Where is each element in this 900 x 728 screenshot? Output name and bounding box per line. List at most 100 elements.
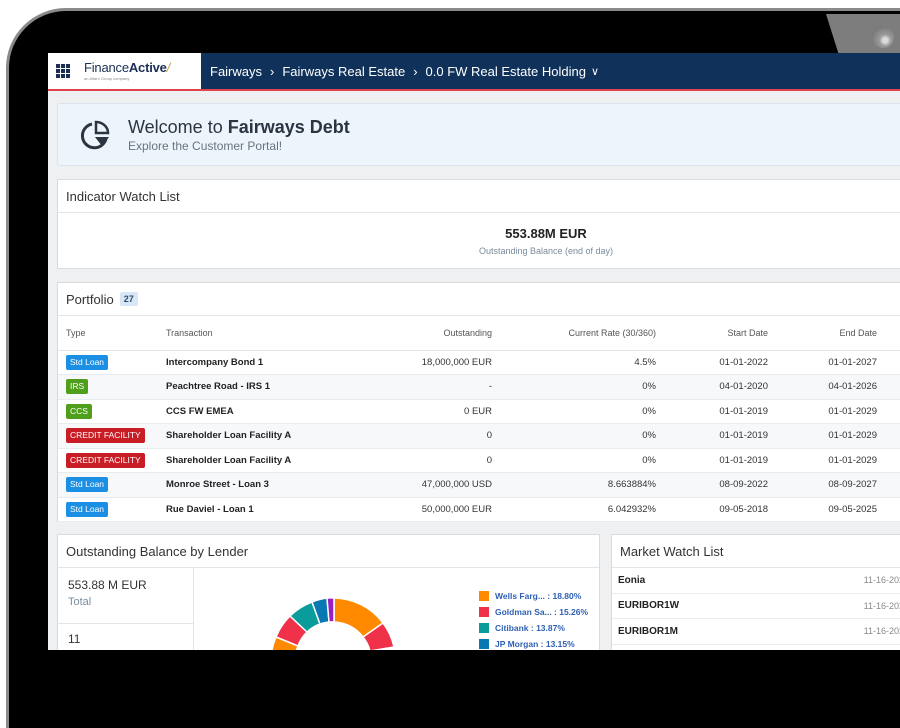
portfolio-count-badge: 27 xyxy=(119,292,138,306)
logo-text-finance: Finance xyxy=(84,60,129,75)
transaction-name[interactable]: CCS FW EMEA xyxy=(166,399,326,424)
lender: Wel xyxy=(880,472,900,498)
column-header-current-rate[interactable]: Current Rate (30/360) xyxy=(492,316,656,351)
type-badge: IRS xyxy=(66,379,89,395)
balance-by-lender-card: Outstanding Balance by Lender 553.88 M E… xyxy=(57,534,600,650)
column-header-transaction[interactable]: Transaction xyxy=(166,316,326,351)
column-header-lender[interactable]: Le xyxy=(880,316,900,351)
legend-item[interactable]: Wells Farg... : 18.80% xyxy=(479,588,588,604)
start-date: 08-09-2022 xyxy=(656,472,768,498)
total-label: Total xyxy=(68,596,92,608)
column-header-outstanding[interactable]: Outstanding xyxy=(326,316,492,351)
lender: FW xyxy=(880,448,900,473)
market-watch-list-card: Market Watch List Eonia 11-16-202 EURIBO… xyxy=(611,534,900,650)
start-date: 01-01-2022 xyxy=(656,350,768,375)
app-grid-icon[interactable] xyxy=(56,64,70,78)
legend-item[interactable]: JP Morgan : 13.15% xyxy=(479,636,588,650)
end-date: 01-01-2029 xyxy=(768,448,880,473)
outstanding-value: 18,000,000 EUR xyxy=(326,350,492,375)
outstanding-value: 0 EUR xyxy=(326,399,492,424)
end-date: 04-01-2026 xyxy=(768,374,880,400)
column-header-end-date[interactable]: End Date xyxy=(768,316,880,351)
breadcrumb: Fairways › Fairways Real Estate › 0.0 FW… xyxy=(201,53,599,89)
table-row[interactable]: IRS Peachtree Road - IRS 1 - 0% 04-01-20… xyxy=(58,374,900,400)
end-date: 01-01-2027 xyxy=(768,350,880,375)
total-value: 553.88 M EUR xyxy=(68,578,147,592)
logo-slash-icon: / xyxy=(166,60,171,75)
current-rate: 0% xyxy=(492,448,656,473)
market-row[interactable]: EURIBOR1W 11-16-202 xyxy=(612,594,900,619)
table-row[interactable]: CREDIT FACILITY Shareholder Loan Facilit… xyxy=(58,423,900,449)
transaction-name[interactable]: Shareholder Loan Facility A xyxy=(166,448,326,473)
lender: Voß xyxy=(880,423,900,449)
market-row[interactable]: EURIBOR1M 11-16-202 xyxy=(612,619,900,645)
start-date: 04-01-2020 xyxy=(656,374,768,400)
indicator-value: 553.88M EUR xyxy=(505,226,587,241)
outstanding-value: 0 xyxy=(326,423,492,449)
breadcrumb-fairways-real-estate[interactable]: Fairways Real Estate xyxy=(282,63,406,79)
transaction-name[interactable]: Intercompany Bond 1 xyxy=(166,350,326,375)
end-date: 09-05-2025 xyxy=(768,497,880,522)
column-header-start-date[interactable]: Start Date xyxy=(656,316,768,351)
breadcrumb-fairways[interactable]: Fairways xyxy=(210,63,263,79)
current-rate: 4.5% xyxy=(492,350,656,375)
end-date: 08-09-2027 xyxy=(768,472,880,498)
current-rate: 0% xyxy=(492,374,656,400)
type-badge: Std Loan xyxy=(66,477,109,493)
portfolio-card: Portfolio 27 Type Transaction Outstandin… xyxy=(57,282,900,522)
welcome-banner: Welcome to Fairways Debt Explore the Cus… xyxy=(57,103,900,166)
column-header-type[interactable]: Type xyxy=(58,316,166,351)
indicator-label: Outstanding Balance (end of day) xyxy=(478,246,614,256)
current-rate: 8.663884% xyxy=(492,472,656,498)
type-badge: Std Loan xyxy=(66,501,109,517)
outstanding-value: 47,000,000 USD xyxy=(326,472,492,498)
table-row[interactable]: CREDIT FACILITY Shareholder Loan Facilit… xyxy=(58,448,900,473)
lender: FW xyxy=(880,350,900,375)
transaction-name[interactable]: Monroe Street - Loan 3 xyxy=(166,472,326,498)
transaction-name[interactable]: Shareholder Loan Facility A xyxy=(166,423,326,449)
lender-chart-legend: Wells Farg... : 18.80% Goldman Sa... : 1… xyxy=(479,588,588,650)
legend-swatch xyxy=(479,607,489,617)
welcome-title: Welcome to Fairways Debt xyxy=(128,116,350,137)
current-rate: 0% xyxy=(492,399,656,424)
table-row[interactable]: Std Loan Rue Daviel - Loan 1 50,000,000 … xyxy=(58,497,900,522)
logo-tagline: an Alfaro Group company xyxy=(84,76,130,81)
outstanding-value: 0 xyxy=(326,448,492,473)
table-row[interactable]: Std Loan Intercompany Bond 1 18,000,000 … xyxy=(58,350,900,375)
transaction-name[interactable]: Rue Daviel - Loan 1 xyxy=(166,497,326,522)
end-date: 01-01-2029 xyxy=(768,423,880,449)
market-index-name: EURIBOR1M xyxy=(618,625,679,637)
legend-swatch xyxy=(479,591,489,601)
table-header-row: Type Transaction Outstanding Current Rat… xyxy=(58,316,900,351)
portfolio-title: Portfolio xyxy=(66,291,114,307)
financeactive-logo[interactable]: FinanceActive/ an Alfaro Group company xyxy=(84,61,170,81)
top-navigation-bar: FinanceActive/ an Alfaro Group company F… xyxy=(48,53,900,91)
app-screen: FinanceActive/ an Alfaro Group company F… xyxy=(48,53,900,650)
table-row[interactable]: Std Loan Monroe Street - Loan 3 47,000,0… xyxy=(58,472,900,498)
breadcrumb-entity-selector[interactable]: 0.0 FW Real Estate Holding xyxy=(425,63,586,79)
lender: SYN xyxy=(880,497,900,522)
indicator-outstanding-balance[interactable]: 553.88M EUR Outstanding Balance (end of … xyxy=(58,213,900,256)
legend-swatch xyxy=(479,639,489,649)
transaction-name[interactable]: Peachtree Road - IRS 1 xyxy=(166,374,326,400)
market-watch-list-title: Market Watch List xyxy=(612,535,900,568)
lender-donut-chart[interactable] xyxy=(268,595,398,650)
legend-item[interactable]: Citibank : 13.87% xyxy=(479,620,588,636)
type-badge: CREDIT FACILITY xyxy=(66,452,145,468)
start-date: 01-01-2019 xyxy=(656,423,768,449)
legend-item[interactable]: Goldman Sa... : 15.26% xyxy=(479,604,588,620)
outstanding-value: 50,000,000 EUR xyxy=(326,497,492,522)
start-date: 01-01-2019 xyxy=(656,399,768,424)
portfolio-header: Portfolio 27 xyxy=(58,283,900,316)
market-index-date: 11-16-202 xyxy=(863,626,900,637)
market-row[interactable]: Eonia 11-16-202 xyxy=(612,568,900,594)
lender: HSB xyxy=(880,399,900,424)
type-badge: CCS xyxy=(66,403,92,419)
logo-text-active: Active xyxy=(128,60,167,75)
current-rate: 6.042932% xyxy=(492,497,656,522)
pie-chart-icon xyxy=(80,120,110,149)
chevron-down-icon[interactable]: ∨ xyxy=(590,65,599,78)
brand-area: FinanceActive/ an Alfaro Group company xyxy=(48,53,201,89)
type-badge: Std Loan xyxy=(66,354,109,370)
table-row[interactable]: CCS CCS FW EMEA 0 EUR 0% 01-01-2019 01-0… xyxy=(58,399,900,424)
